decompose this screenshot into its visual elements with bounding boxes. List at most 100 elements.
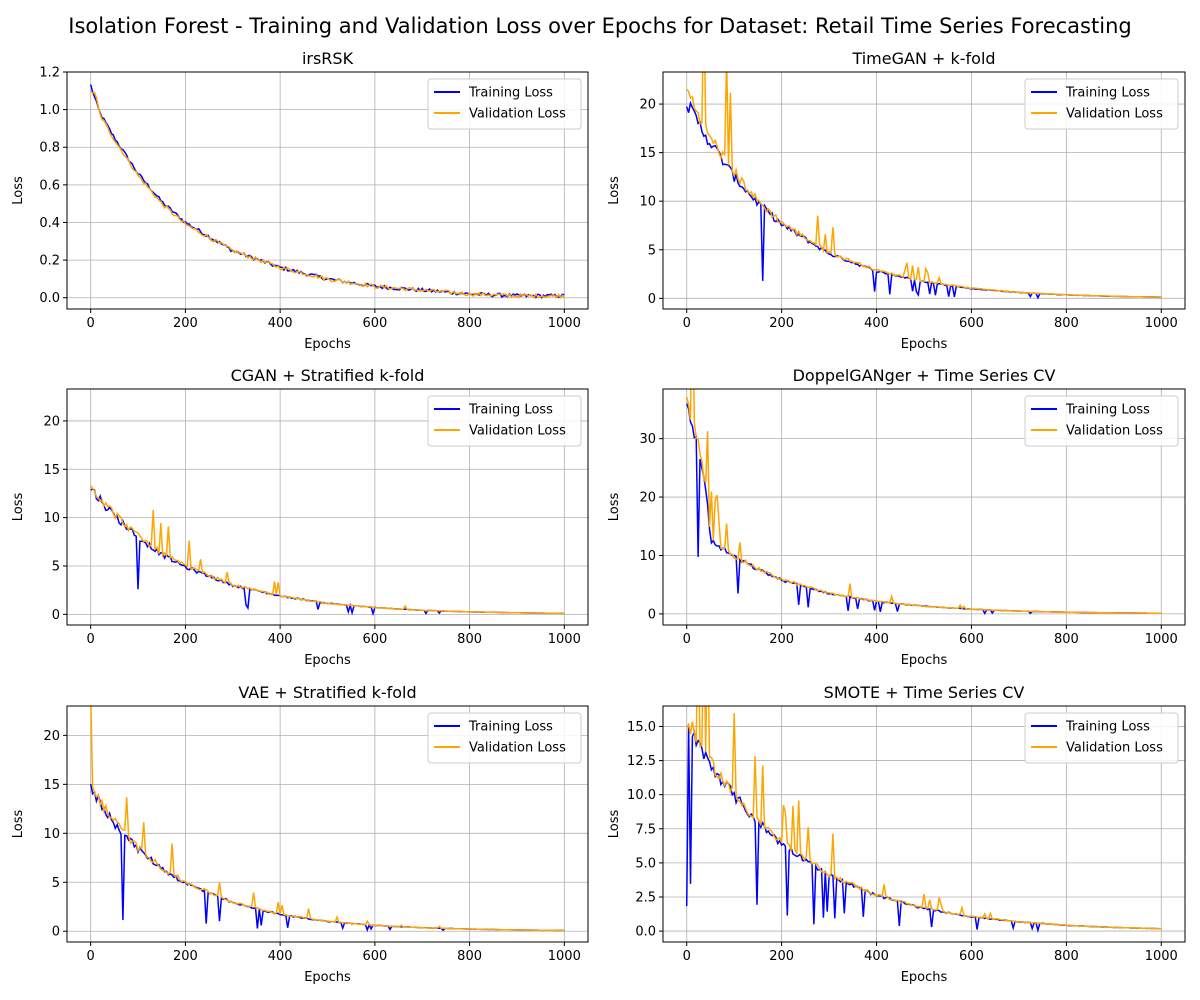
x-tick-label: 1000 — [548, 316, 581, 331]
x-tick-label: 0 — [87, 949, 95, 964]
subplot-title: TimeGAN + k-fold — [851, 49, 995, 68]
subplot-4: 0 200 400 600 800 1000 0 10 20 30 DoppelGANger + T… — [607, 366, 1186, 668]
legend-label: Training Loss — [1065, 403, 1150, 418]
legend-label: Validation Loss — [1066, 107, 1163, 122]
y-tick-label: 5 — [52, 560, 60, 575]
x-tick-label: 400 — [268, 949, 293, 964]
series-line-validation — [90, 706, 565, 932]
y-axis-label: Loss — [11, 810, 26, 839]
y-tick-label: 5.0 — [635, 856, 656, 871]
x-tick-label: 200 — [173, 316, 198, 331]
series-line-validation — [685, 389, 1162, 615]
x-tick-label: 600 — [959, 949, 984, 964]
x-tick-label: 400 — [864, 949, 889, 964]
x-axis-label: Epochs — [304, 653, 351, 668]
axes-frame — [66, 388, 589, 626]
y-axis-label: Loss — [11, 493, 26, 522]
x-tick-label: 200 — [173, 949, 198, 964]
y-tick-label: 30 — [639, 432, 656, 447]
x-tick-label: 1000 — [1145, 949, 1178, 964]
y-axis-label: Loss — [11, 176, 26, 205]
y-tick-label: 12.5 — [627, 754, 656, 769]
legend: Training Loss Validation Loss — [1024, 395, 1179, 447]
x-tick-label: 200 — [769, 316, 794, 331]
x-tick-label: 800 — [457, 632, 482, 647]
x-tick-label: 200 — [769, 949, 794, 964]
legend-label: Training Loss — [468, 86, 553, 101]
x-tick-label: 800 — [1054, 632, 1079, 647]
legend-label: Validation Loss — [469, 741, 566, 756]
axes-frame — [662, 388, 1186, 626]
x-tick-label: 200 — [769, 632, 794, 647]
y-tick-label: 0 — [52, 925, 60, 940]
subplot-title: CGAN + Stratified k-fold — [231, 366, 425, 385]
x-tick-label: 600 — [362, 949, 387, 964]
y-tick-label: 0 — [52, 608, 60, 623]
y-tick-label: 0.8 — [39, 141, 60, 156]
y-axis-label: Loss — [607, 176, 622, 205]
x-tick-label: 0 — [87, 632, 95, 647]
x-tick-label: 600 — [959, 316, 984, 331]
y-tick-label: 5 — [52, 876, 60, 891]
axes-frame — [662, 705, 1186, 943]
x-tick-label: 0 — [683, 316, 691, 331]
x-tick-label: 1000 — [548, 632, 581, 647]
series-line-validation — [90, 91, 565, 299]
y-tick-label: 15 — [43, 778, 60, 793]
x-tick-label: 800 — [1054, 316, 1079, 331]
y-tick-label: 0.4 — [39, 216, 60, 231]
axes-frame — [66, 705, 589, 943]
x-tick-label: 600 — [362, 632, 387, 647]
subplot-title: VAE + Stratified k-fold — [238, 683, 416, 702]
x-tick-label: 1000 — [548, 949, 581, 964]
x-tick-label: 1000 — [1145, 632, 1178, 647]
subplot-title: irsRSK — [302, 49, 354, 68]
x-tick-label: 200 — [173, 632, 198, 647]
subplot-1: 0 200 400 600 800 1000 0.0 0.2 0.4 0.6 0.8 1.0 1.2 ir… — [11, 49, 589, 352]
legend-box — [427, 78, 582, 130]
y-tick-label: 15 — [43, 463, 60, 478]
axes-frame — [66, 71, 589, 310]
y-tick-label: 10.0 — [627, 788, 656, 803]
legend-box — [1024, 78, 1179, 130]
legend-label: Validation Loss — [469, 107, 566, 122]
legend-label: Training Loss — [1065, 86, 1150, 101]
legend: Training Loss Validation Loss — [1024, 712, 1179, 764]
x-tick-label: 600 — [362, 316, 387, 331]
legend-label: Training Loss — [1065, 720, 1150, 735]
y-tick-label: 5 — [648, 243, 656, 258]
y-tick-label: 1.0 — [39, 103, 60, 118]
x-tick-label: 400 — [268, 316, 293, 331]
legend-label: Training Loss — [468, 403, 553, 418]
series-line-validation — [90, 485, 565, 615]
y-tick-label: 0 — [648, 607, 656, 622]
figure-title: Isolation Forest - Training and Validati… — [68, 14, 1132, 38]
y-tick-label: 0.2 — [39, 254, 60, 269]
y-tick-label: 10 — [43, 511, 60, 526]
x-axis-label: Epochs — [304, 970, 351, 985]
axes-frame — [662, 71, 1186, 310]
y-tick-label: 10 — [639, 549, 656, 564]
legend-box — [427, 712, 582, 764]
x-axis-label: Epochs — [901, 970, 948, 985]
legend-box — [1024, 395, 1179, 447]
x-tick-label: 800 — [457, 316, 482, 331]
y-tick-label: 1.2 — [39, 66, 60, 81]
x-tick-label: 600 — [959, 632, 984, 647]
legend: Training Loss Validation Loss — [427, 712, 582, 764]
y-tick-label: 0.0 — [635, 925, 656, 940]
x-axis-label: Epochs — [304, 337, 351, 352]
y-tick-label: 2.5 — [635, 890, 656, 905]
legend: Training Loss Validation Loss — [427, 395, 582, 447]
legend-label: Validation Loss — [469, 424, 566, 439]
y-tick-label: 20 — [43, 414, 60, 429]
x-tick-label: 800 — [457, 949, 482, 964]
y-tick-label: 10 — [43, 827, 60, 842]
subplot-6: 0 200 400 600 800 1000 0.0 2.5 5.0 7.5 10.0 12.5 15.… — [607, 683, 1186, 985]
legend: Training Loss Validation Loss — [427, 78, 582, 130]
y-axis-label: Loss — [607, 810, 622, 839]
y-tick-label: 10 — [639, 195, 656, 210]
x-axis-label: Epochs — [901, 337, 948, 352]
legend-box — [1024, 712, 1179, 764]
